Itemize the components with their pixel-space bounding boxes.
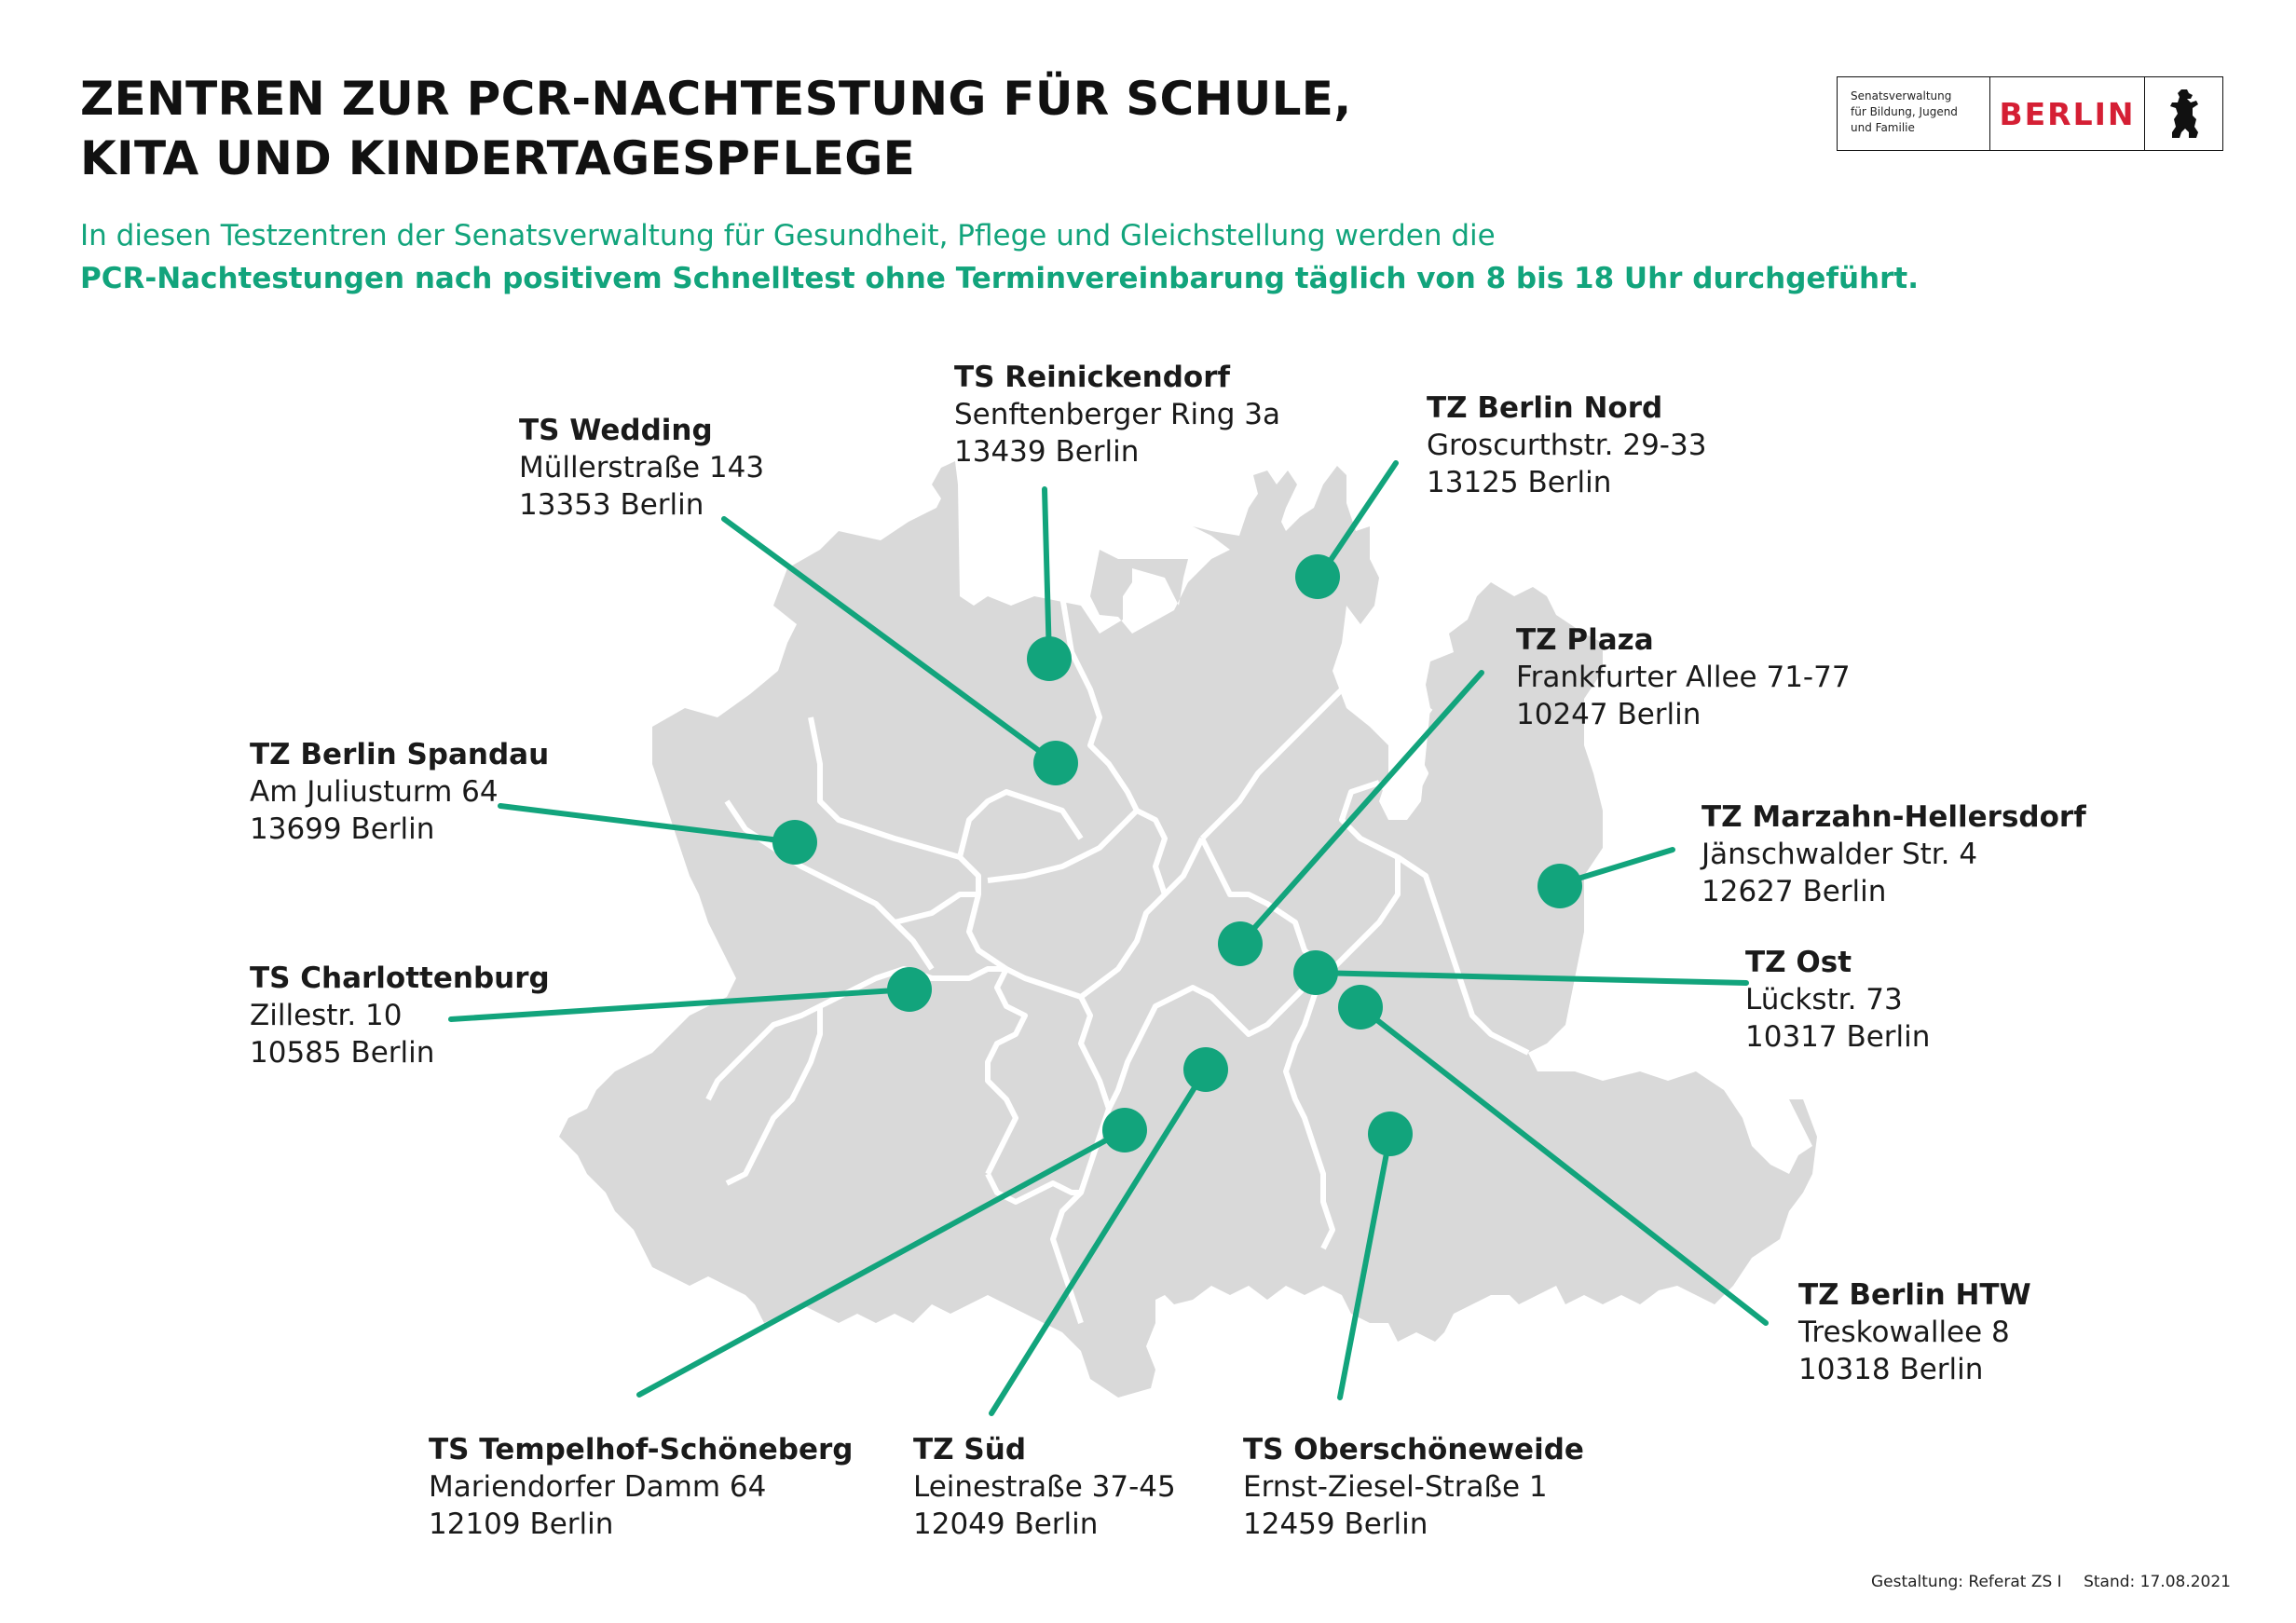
connector-tz-sued xyxy=(989,1067,1209,1416)
location-name: TS Oberschöneweide xyxy=(1243,1433,1584,1466)
connector-tz-berlin-htw xyxy=(1358,1004,1769,1326)
dot-tz-plaza[interactable] xyxy=(1218,921,1263,966)
berlin-outline xyxy=(559,461,1817,1398)
footer-design: Gestaltung: Referat ZS I xyxy=(1870,1573,2062,1591)
dot-ts-tempelhof-schoeneberg[interactable] xyxy=(1102,1108,1147,1152)
location-tz-berlin-htw[interactable]: TZ Berlin HTW Treskowallee 8 10318 Berli… xyxy=(1798,1276,2031,1388)
location-name: TZ Ost xyxy=(1745,946,1852,979)
logo-berlin-wordmark: BERLIN xyxy=(1990,77,2145,150)
footer-credits: Gestaltung: Referat ZS I Stand: 17.08.20… xyxy=(1871,1573,2231,1591)
subtitle-line-2: PCR-Nachtestungen nach positivem Schnell… xyxy=(80,262,1919,295)
dot-ts-reinickendorf[interactable] xyxy=(1027,636,1072,681)
dot-tz-berlin-htw[interactable] xyxy=(1338,985,1383,1030)
dot-ts-oberschoeneweide[interactable] xyxy=(1368,1112,1413,1156)
location-city: 13439 Berlin xyxy=(954,435,1140,469)
connector-ts-tempelhof-schoeneberg xyxy=(636,1127,1128,1398)
location-city: 12459 Berlin xyxy=(1243,1507,1428,1541)
location-name: TZ Berlin Nord xyxy=(1427,391,1663,425)
location-name: TS Wedding xyxy=(519,414,713,447)
logo-dept-line-3: und Familie xyxy=(1851,121,1915,134)
dot-ts-wedding[interactable] xyxy=(1033,741,1078,785)
location-city: 10585 Berlin xyxy=(250,1036,435,1070)
logo-dept-line-2: für Bildung, Jugend xyxy=(1851,105,1958,118)
location-street: Treskowallee 8 xyxy=(1798,1316,2010,1349)
dot-tz-berlin-spandau[interactable] xyxy=(772,820,817,865)
location-ts-reinickendorf[interactable]: TS Reinickendorf Senftenberger Ring 3a 1… xyxy=(954,359,1280,471)
connector-ts-reinickendorf xyxy=(1042,486,1052,661)
location-city: 12049 Berlin xyxy=(913,1507,1099,1541)
dot-tz-sued[interactable] xyxy=(1183,1047,1228,1092)
location-ts-charlottenburg[interactable]: TS Charlottenburg Zillestr. 10 10585 Ber… xyxy=(250,960,550,1071)
location-name: TZ Plaza xyxy=(1516,623,1654,657)
dot-tz-berlin-nord[interactable] xyxy=(1295,554,1340,599)
location-name: TZ Süd xyxy=(913,1433,1027,1466)
connector-ts-wedding xyxy=(721,516,1059,766)
location-tz-plaza[interactable]: TZ Plaza Frankfurter Allee 71-77 10247 B… xyxy=(1516,621,1851,733)
title-line-2: KITA UND KINDERTAGESPFLEGE xyxy=(80,131,916,185)
location-city: 12627 Berlin xyxy=(1702,875,1887,908)
location-street: Ernst-Ziesel-Straße 1 xyxy=(1243,1470,1548,1504)
location-name: TS Tempelhof-Schöneberg xyxy=(429,1433,854,1466)
location-ts-tempelhof-schoeneberg[interactable]: TS Tempelhof-Schöneberg Mariendorfer Dam… xyxy=(429,1431,854,1543)
connector-ts-oberschoeneweide xyxy=(1337,1131,1393,1400)
location-street: Zillestr. 10 xyxy=(250,999,403,1032)
page-subtitle: In diesen Testzentren der Senatsverwaltu… xyxy=(80,214,1919,300)
location-city: 13699 Berlin xyxy=(250,812,435,846)
location-ts-wedding[interactable]: TS Wedding Müllerstraße 143 13353 Berlin xyxy=(519,412,764,524)
location-street: Mariendorfer Damm 64 xyxy=(429,1470,767,1504)
location-tz-ost[interactable]: TZ Ost Lückstr. 73 10317 Berlin xyxy=(1745,944,1930,1056)
location-street: Jänschwalder Str. 4 xyxy=(1702,838,1978,871)
location-name: TZ Berlin Spandau xyxy=(250,738,550,771)
footer-date: Stand: 17.08.2021 xyxy=(2084,1573,2231,1591)
location-street: Lückstr. 73 xyxy=(1745,983,1903,1016)
connector-ts-charlottenburg xyxy=(448,987,912,1022)
title-line-1: ZENTREN ZUR PCR-NACHTESTUNG FÜR SCHULE, xyxy=(80,72,1352,126)
connector-tz-plaza xyxy=(1237,670,1484,947)
location-tz-sued[interactable]: TZ Süd Leinestraße 37-45 12049 Berlin xyxy=(913,1431,1176,1543)
location-street: Frankfurter Allee 71-77 xyxy=(1516,661,1851,694)
location-ts-oberschoeneweide[interactable]: TS Oberschöneweide Ernst-Ziesel-Straße 1… xyxy=(1243,1431,1584,1543)
location-street: Groscurthstr. 29-33 xyxy=(1427,429,1707,462)
location-tz-berlin-spandau[interactable]: TZ Berlin Spandau Am Juliusturm 64 13699… xyxy=(250,736,549,848)
location-street: Müllerstraße 143 xyxy=(519,451,765,484)
page-title: ZENTREN ZUR PCR-NACHTESTUNG FÜR SCHULE, … xyxy=(80,69,1352,188)
location-name: TS Charlottenburg xyxy=(250,962,550,995)
location-street: Leinestraße 37-45 xyxy=(913,1470,1176,1504)
logo-department: Senatsverwaltung für Bildung, Jugend und… xyxy=(1838,77,1990,150)
senate-logo: Senatsverwaltung für Bildung, Jugend und… xyxy=(1837,76,2223,151)
connector-lines xyxy=(448,460,1769,1416)
location-tz-marzahn-hellersdorf[interactable]: TZ Marzahn-Hellersdorf Jänschwalder Str.… xyxy=(1702,798,2086,910)
location-city: 10317 Berlin xyxy=(1745,1020,1931,1054)
location-dots xyxy=(772,554,1582,1156)
connector-tz-ost xyxy=(1313,970,1749,986)
berlin-bear-icon xyxy=(2145,77,2222,150)
logo-dept-line-1: Senatsverwaltung xyxy=(1851,89,1952,102)
subtitle-line-1: In diesen Testzentren der Senatsverwaltu… xyxy=(80,219,1496,252)
location-name: TS Reinickendorf xyxy=(954,361,1230,394)
location-name: TZ Berlin HTW xyxy=(1798,1278,2031,1312)
location-tz-berlin-nord[interactable]: TZ Berlin Nord Groscurthstr. 29-33 13125… xyxy=(1427,389,1706,501)
location-city: 13353 Berlin xyxy=(519,488,704,522)
connector-tz-berlin-spandau xyxy=(498,803,798,845)
location-city: 12109 Berlin xyxy=(429,1507,614,1541)
location-street: Senftenberger Ring 3a xyxy=(954,398,1280,431)
dot-ts-charlottenburg[interactable] xyxy=(887,967,932,1012)
connector-tz-berlin-nord xyxy=(1317,460,1399,580)
location-name: TZ Marzahn-Hellersdorf xyxy=(1702,800,2086,834)
dot-tz-marzahn-hellersdorf[interactable] xyxy=(1538,864,1582,908)
location-city: 13125 Berlin xyxy=(1427,466,1612,499)
location-city: 10247 Berlin xyxy=(1516,698,1702,731)
location-city: 10318 Berlin xyxy=(1798,1353,1984,1386)
location-street: Am Juliusturm 64 xyxy=(250,775,499,809)
dot-tz-ost[interactable] xyxy=(1293,950,1338,995)
